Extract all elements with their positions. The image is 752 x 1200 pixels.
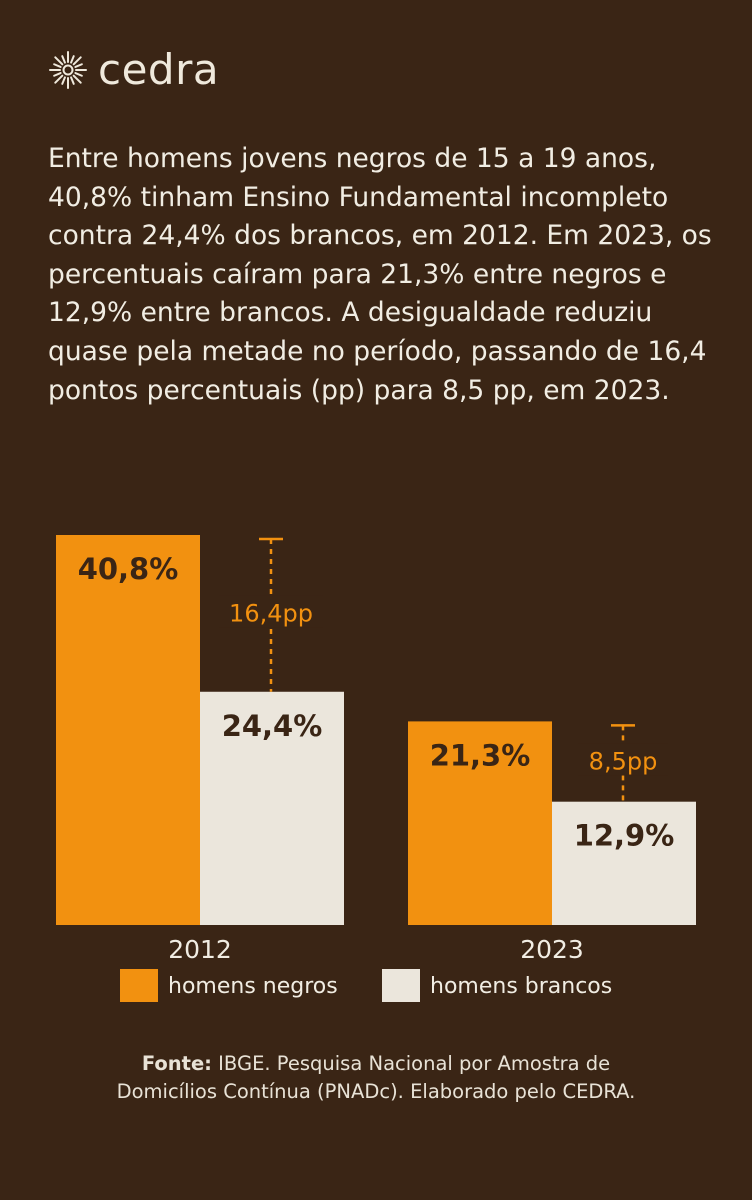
- bar-negros-2012: [56, 535, 200, 925]
- gap-label-bg-2012: [219, 595, 323, 628]
- bar-chart: 40,8% 24,4% 16,4pp 2012 21,3% 12,9% 8,5pp 2023 h…: [56, 535, 696, 1002]
- sun-ray: [72, 56, 82, 66]
- source-prefix: Fonte:: [141, 1052, 212, 1075]
- category-label-2023: 2023: [520, 935, 584, 964]
- data-label-negros-2023: 21,3%: [430, 738, 531, 772]
- legend-label-brancos: homens brancos: [430, 974, 612, 999]
- bar-brancos-2012: [200, 691, 344, 925]
- sun-ray: [61, 55, 66, 64]
- bar-negros-2023: [408, 721, 552, 925]
- legend-swatch-brancos: [382, 969, 420, 1002]
- source-line-2: Domicílios Contínua (PNADc). Elaborado p…: [116, 1080, 636, 1103]
- gap-label-2012: 16,4pp: [229, 599, 313, 627]
- sun-ray: [54, 56, 64, 66]
- description-text: Entre homens jovens negros de 15 a 19 an…: [48, 143, 712, 406]
- brand-logo: cedra: [48, 40, 219, 100]
- source-line-1: IBGE. Pesquisa Nacional por Amostra de: [211, 1052, 611, 1075]
- sun-ray: [53, 63, 62, 68]
- sun-ray: [70, 55, 75, 64]
- data-label-brancos-2012: 24,4%: [222, 709, 323, 743]
- category-label-2012: 2012: [168, 935, 232, 964]
- brand-name: cedra: [98, 45, 220, 94]
- sun-ray: [61, 76, 66, 85]
- gap-label-bg-2023: [578, 743, 668, 776]
- source-note: Fonte: IBGE. Pesquisa Nacional por Amost…: [0, 1050, 752, 1106]
- sun-ray: [53, 72, 62, 77]
- legend-label-negros: homens negros: [168, 974, 338, 999]
- data-label-brancos-2023: 12,9%: [574, 819, 675, 853]
- sun-ray: [74, 72, 83, 77]
- gap-label-2023: 8,5pp: [589, 748, 658, 776]
- sun-ray: [54, 74, 64, 84]
- sun-icon: [49, 51, 87, 89]
- sun-ray: [72, 74, 82, 84]
- sun-ray: [74, 63, 83, 68]
- bar-brancos-2023: [552, 801, 696, 925]
- data-label-negros-2012: 40,8%: [78, 552, 179, 586]
- sun-ray: [70, 76, 75, 85]
- sun-core: [62, 64, 74, 76]
- legend-swatch-negros: [120, 969, 158, 1002]
